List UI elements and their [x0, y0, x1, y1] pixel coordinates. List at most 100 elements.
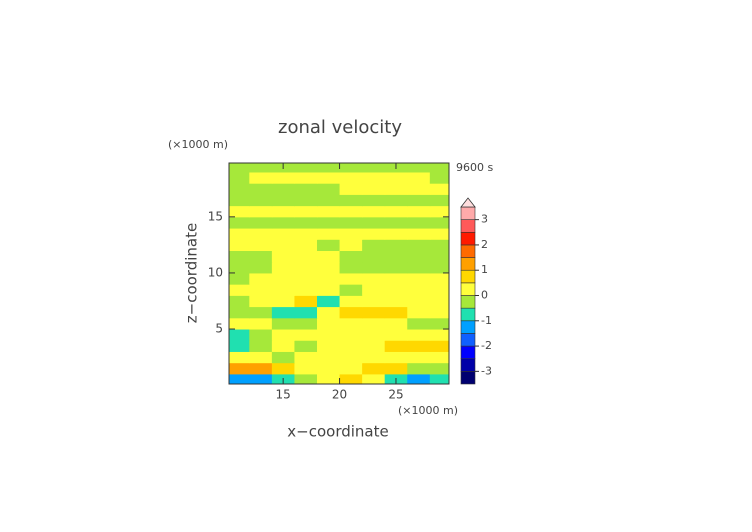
colorbar-band [460, 371, 476, 385]
contour-cell [317, 171, 341, 184]
contour-cell [339, 163, 363, 173]
contour-cell [362, 239, 386, 252]
contour-cell [362, 205, 386, 218]
contour-cell [317, 216, 341, 229]
contour-cell [294, 163, 318, 173]
contour-cell [407, 239, 431, 252]
colorbar-band [460, 206, 476, 220]
contour-cell [317, 295, 341, 308]
contour-cell [384, 306, 408, 319]
contour-cell [339, 239, 363, 252]
contour-cell [271, 362, 295, 375]
contour-cell [317, 228, 341, 240]
contour-cell [429, 295, 449, 308]
contour-cell [229, 239, 250, 252]
colorbar-band [460, 307, 476, 322]
contour-cell [317, 362, 341, 375]
contour-cell [384, 362, 408, 375]
contour-cell [407, 183, 431, 195]
contour-cell [429, 284, 449, 296]
colorbar-band [460, 269, 476, 284]
contour-cell [362, 284, 386, 296]
contour-cell [294, 239, 318, 252]
contour-cell [429, 306, 449, 319]
contour-cell [362, 329, 386, 341]
contour-cell [229, 261, 250, 274]
contour-cell [294, 362, 318, 375]
contour-cell [317, 340, 341, 352]
contour-cell [294, 373, 318, 384]
contour-cell [429, 329, 449, 341]
contour-cell [429, 340, 449, 352]
contour-cell [317, 250, 341, 263]
y-tick-label: 5 [215, 322, 223, 336]
contour-cell [339, 295, 363, 308]
contour-cell [339, 261, 363, 274]
contour-cell [229, 250, 250, 263]
contour-cell [429, 250, 449, 263]
contour-cell [407, 205, 431, 218]
contour-cell [229, 228, 250, 240]
contour-cell [294, 171, 318, 184]
contour-cell [362, 250, 386, 263]
contour-cell [384, 317, 408, 330]
contour-cell [229, 272, 250, 285]
contour-cell [317, 194, 341, 207]
chart-title: zonal velocity [278, 117, 402, 138]
contour-cell [249, 295, 273, 308]
contour-cell [294, 194, 318, 207]
y-axis-label: z−coordinate [183, 223, 201, 323]
contour-cell [384, 295, 408, 308]
contour-cell [362, 373, 386, 384]
contour-cell [229, 205, 250, 218]
contour-cell [249, 194, 273, 207]
contour-cell [362, 351, 386, 364]
contour-cell [384, 205, 408, 218]
contour-cell [429, 194, 449, 207]
contour-cell [339, 373, 363, 384]
contour-cell [271, 306, 295, 319]
contour-cell [294, 250, 318, 263]
plot-frame [228, 162, 450, 385]
contour-cell [271, 183, 295, 195]
contour-cell [362, 295, 386, 308]
contour-cell [339, 205, 363, 218]
contour-cell [407, 228, 431, 240]
y-tick-label: 15 [208, 209, 223, 223]
contour-cell [249, 373, 273, 384]
colorbar-band [460, 333, 476, 347]
contour-cell [249, 171, 273, 184]
contour-cell [362, 171, 386, 184]
contour-cell [271, 171, 295, 184]
contour-cell [317, 329, 341, 341]
contour-cell [271, 340, 295, 352]
contour-cell [362, 163, 386, 173]
x-tick-label: 25 [388, 388, 403, 402]
contour-cell [407, 261, 431, 274]
contour-cell [407, 216, 431, 229]
contour-cell [294, 317, 318, 330]
contour-cell [384, 171, 408, 184]
contour-cell [339, 228, 363, 240]
contour-cell [229, 340, 250, 352]
contour-cell [317, 261, 341, 274]
contour-cell [249, 250, 273, 263]
contour-cell [271, 239, 295, 252]
contour-cell [294, 284, 318, 296]
contour-cell [407, 362, 431, 375]
contour-cell [294, 183, 318, 195]
contour-cell [249, 329, 273, 341]
contour-cell [407, 272, 431, 285]
contour-cell [339, 306, 363, 319]
contour-cell [339, 272, 363, 285]
colorbar-band [460, 295, 476, 309]
colorbar-tick-label: 3 [481, 213, 488, 226]
contour-cell [249, 362, 273, 375]
colorbar-band [460, 231, 476, 246]
contour-cell [339, 317, 363, 330]
contour-cell [249, 272, 273, 285]
contour-cell [249, 261, 273, 274]
contour-cell [362, 228, 386, 240]
contour-cell [317, 272, 341, 285]
contour-cell [317, 351, 341, 364]
